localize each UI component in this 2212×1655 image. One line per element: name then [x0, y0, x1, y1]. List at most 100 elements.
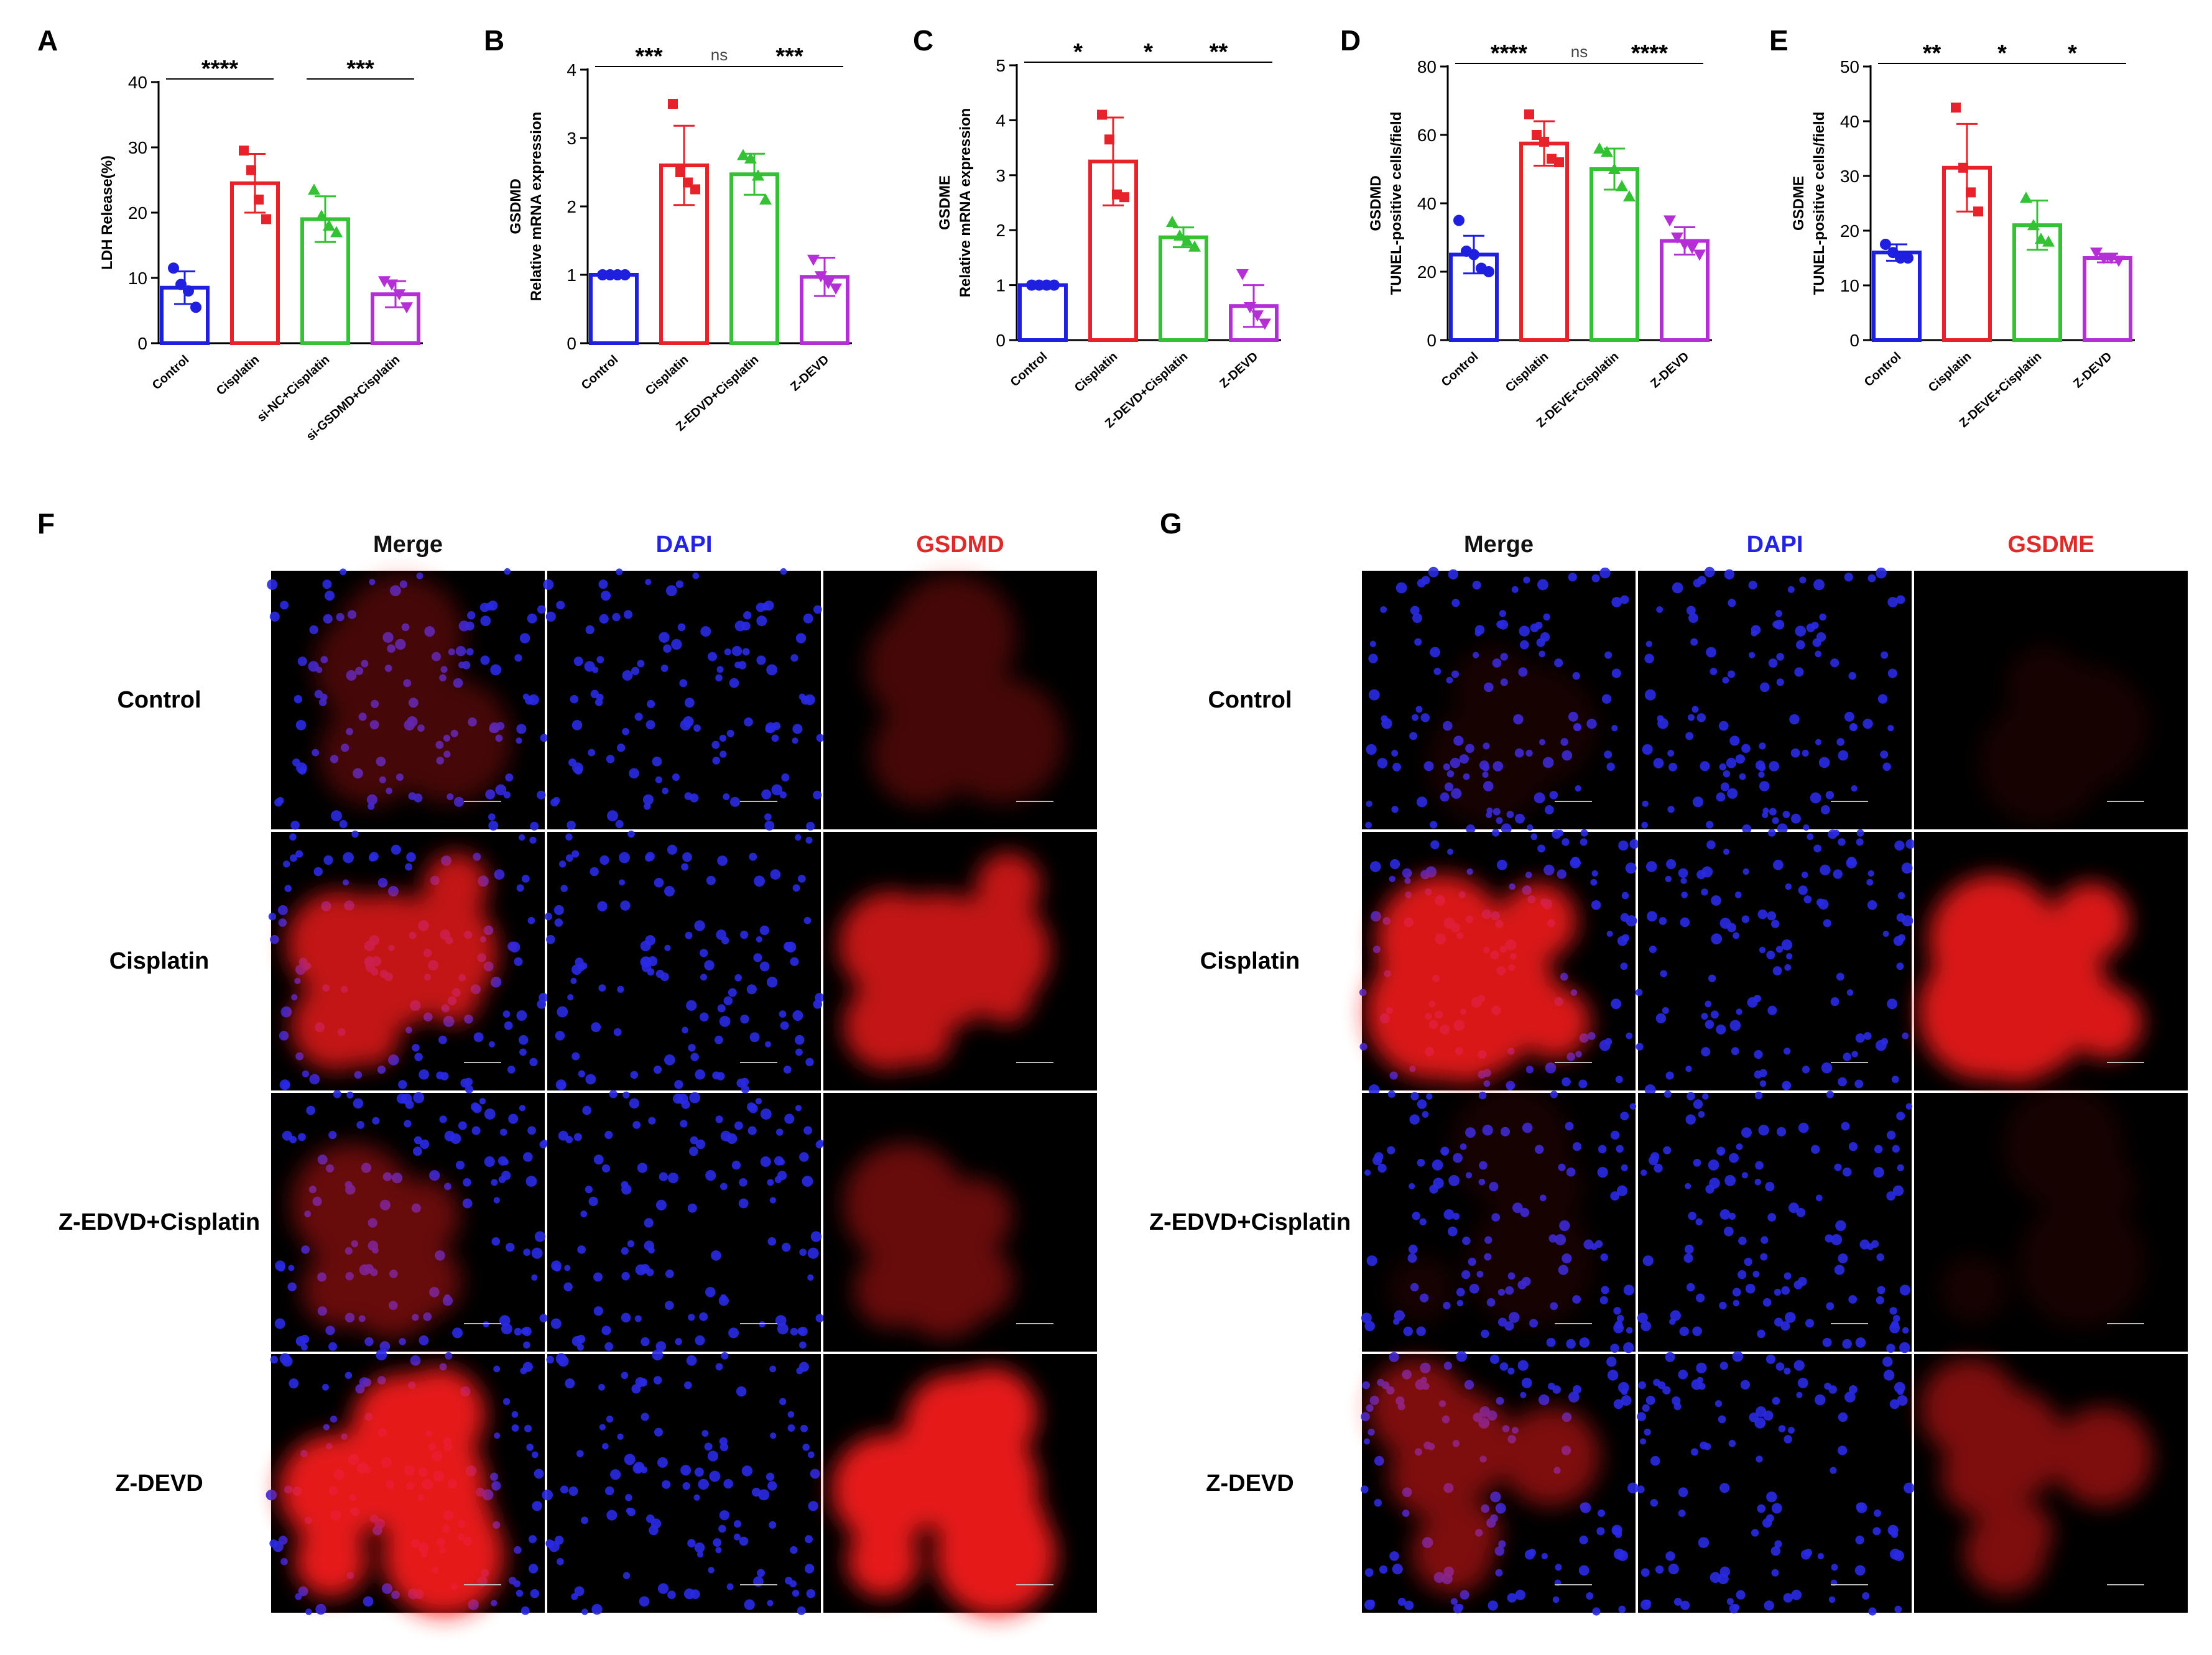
nucleus [1785, 883, 1792, 890]
nucleus [742, 648, 750, 656]
nucleus [277, 905, 288, 915]
nucleus [455, 1160, 465, 1170]
nucleus [1511, 586, 1519, 593]
nucleus [322, 1383, 329, 1391]
nucleus [1790, 748, 1800, 758]
nucleus [345, 1371, 353, 1380]
nucleus [1578, 1565, 1590, 1576]
nucleus [1685, 1114, 1696, 1125]
nucleus [1695, 1293, 1705, 1302]
data-point [1251, 310, 1264, 322]
nucleus [740, 930, 749, 939]
micrograph-dapi-4 [542, 1349, 821, 1615]
data-point [323, 219, 335, 231]
nucleus [1617, 936, 1627, 946]
nucleus [1896, 595, 1905, 604]
nucleus [1830, 1467, 1837, 1474]
nucleus [363, 1596, 374, 1607]
nucleus [707, 1450, 719, 1462]
nucleus [686, 1000, 697, 1011]
nucleus [755, 1098, 762, 1105]
nucleus [1718, 721, 1729, 731]
nucleus [412, 1146, 422, 1156]
nucleus [1420, 713, 1430, 722]
nucleus [751, 1487, 761, 1497]
nucleus [511, 1424, 519, 1432]
nucleus [1366, 1255, 1377, 1266]
data-point [1554, 157, 1564, 167]
nucleus [1799, 576, 1807, 584]
nucleus [1767, 1213, 1777, 1222]
nucleus [399, 1338, 406, 1345]
data-point [1608, 163, 1621, 174]
nucleus [756, 655, 766, 665]
panel-letter-f: F [37, 507, 55, 540]
nucleus [653, 1376, 662, 1385]
x-tick-label: Cisplatin [643, 353, 691, 398]
nucleus [494, 1432, 501, 1439]
nucleus [1771, 1569, 1779, 1577]
red-blob [1971, 991, 2063, 1084]
data-point [759, 193, 772, 205]
nucleus [1417, 1158, 1425, 1167]
nucleus [1863, 718, 1873, 729]
nucleus [765, 725, 773, 733]
nucleus [1545, 1062, 1557, 1074]
red-blob [294, 1524, 368, 1598]
nucleus [1635, 989, 1643, 997]
nucleus [1698, 1111, 1705, 1118]
y-tick-label: 40 [1417, 194, 1437, 213]
nucleus [1627, 1482, 1639, 1494]
nucleus [1902, 1032, 1909, 1040]
nucleus [287, 1282, 297, 1292]
nucleus [1606, 762, 1615, 771]
nucleus [799, 1248, 807, 1256]
nucleus [280, 1006, 292, 1018]
nucleus [1591, 870, 1598, 877]
nucleus [1552, 1385, 1561, 1394]
nucleus [1626, 1327, 1633, 1334]
nucleus [379, 1341, 391, 1352]
nucleus [1754, 1178, 1762, 1186]
nucleus [1787, 586, 1795, 593]
nucleus [488, 821, 499, 831]
nucleus [1791, 813, 1801, 824]
nucleus [323, 1424, 330, 1431]
red-blob [286, 891, 392, 998]
nucleus [288, 1265, 295, 1271]
nucleus [1905, 1103, 1913, 1110]
nucleus [758, 1489, 770, 1501]
nucleus [690, 1136, 698, 1145]
nucleus [766, 664, 778, 676]
nucleus [655, 969, 665, 979]
data-point [1236, 269, 1249, 280]
nucleus [1613, 1527, 1621, 1536]
nucleus [1647, 911, 1657, 922]
nucleus [1668, 1564, 1679, 1575]
nucleus [1815, 1194, 1823, 1202]
data-point [1664, 215, 1676, 227]
nucleus [1896, 1112, 1905, 1121]
nucleus [680, 719, 692, 731]
red-signal [279, 1367, 504, 1616]
nucleus [699, 949, 708, 957]
nucleus [687, 1539, 696, 1547]
nucleus [295, 850, 303, 858]
nucleus [1645, 640, 1652, 647]
nucleus [1796, 1391, 1803, 1398]
nucleus [1527, 824, 1534, 831]
red-blob [853, 1251, 930, 1328]
nucleus [657, 1457, 668, 1468]
nucleus [557, 1558, 564, 1565]
nucleus [659, 632, 670, 643]
row-label: Control [117, 687, 201, 713]
nucleus [1816, 898, 1825, 906]
nucleus [1723, 1226, 1734, 1237]
nucleus [1772, 966, 1782, 975]
nucleus [528, 1535, 537, 1544]
data-point [1671, 233, 1683, 244]
nucleus [1456, 1351, 1468, 1362]
nucleus [1846, 989, 1854, 996]
nucleus [1848, 671, 1856, 680]
nucleus [621, 1271, 630, 1281]
